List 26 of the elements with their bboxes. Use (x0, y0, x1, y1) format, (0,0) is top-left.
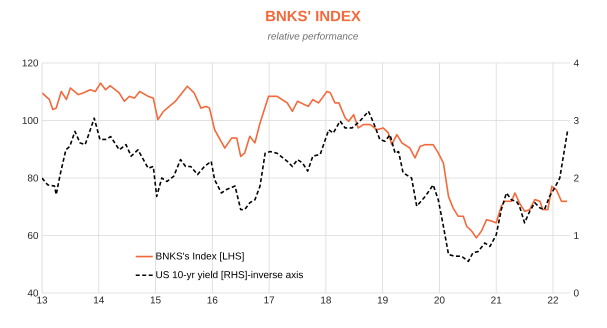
x-tick-label: 17 (264, 296, 274, 304)
y-tick-label: 40 (28, 289, 38, 297)
y-tick-label: 80 (28, 174, 38, 182)
x-tick-label: 18 (321, 296, 331, 304)
y2-tick-label: 2 (574, 174, 579, 182)
y-tick-label: 120 (22, 59, 38, 67)
x-tick-label: 22 (548, 296, 558, 304)
y-tick-label: 60 (28, 232, 38, 240)
y2-tick-label: 1 (574, 232, 579, 239)
x-tick-label: 14 (94, 296, 104, 304)
y2-tick-label: 3 (574, 116, 579, 124)
y2-tick-label: 0 (574, 289, 579, 297)
x-tick-label: 15 (150, 296, 161, 304)
y2-tick-label: 4 (574, 60, 579, 66)
x-tick-label: 13 (37, 296, 48, 304)
chart-subtitle: relative performance (268, 32, 358, 42)
legend-label: BNKS's Index [LHS] (156, 252, 244, 262)
y-tick-label: 100 (22, 116, 38, 124)
x-tick-label: 16 (208, 296, 218, 304)
line-series (42, 110, 569, 262)
x-tick-label: 19 (378, 296, 388, 304)
legend-label: US 10-yr yield [RHS]-inverse axis (156, 270, 303, 280)
chart-title: BNKS' INDEX (266, 10, 361, 22)
x-tick-label: 21 (491, 296, 502, 304)
x-tick-label: 20 (434, 296, 445, 304)
line-series (42, 82, 568, 239)
